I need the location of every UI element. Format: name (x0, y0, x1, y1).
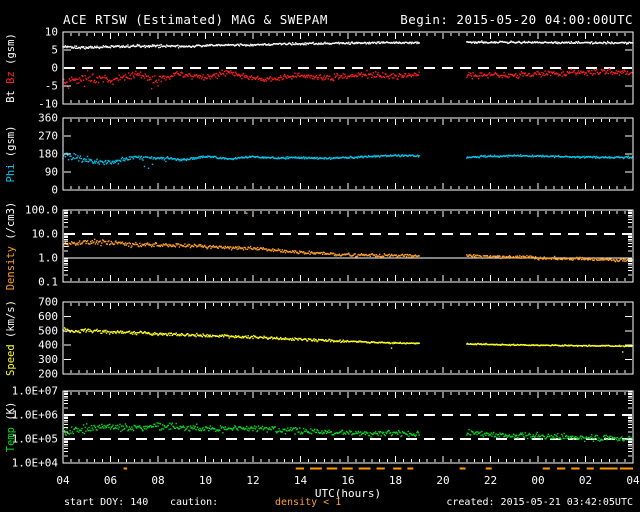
y-ticks: 100.0 10.0 1.0 0.1 (25, 204, 632, 289)
x-tick-label: 00 (531, 474, 544, 487)
x-tick-label: 08 (151, 474, 164, 487)
y-tick-label: 1.0E+04 (12, 457, 59, 470)
y-ticks: 10 5 0 -5 -10 (38, 26, 632, 111)
created-timestamp: created: 2015-05-21 03:42:05UTC (446, 497, 633, 508)
panel-density: 100.0 10.0 1.0 0.1 Density (/cm3) (5, 202, 634, 291)
trace-bt (62, 40, 633, 50)
begin-timestamp: Begin: 2015-05-20 04:00:00UTC (400, 12, 633, 27)
y-axis-title: Density (/cm3) (5, 202, 17, 291)
trace-density (62, 212, 633, 263)
panel-phi: 360 270 180 90 0 Phi (gsm) (5, 112, 634, 197)
y-minor-ticks (64, 210, 632, 276)
trace-temp (62, 422, 633, 443)
y-tick-label: 0 (51, 184, 58, 197)
y-axis-title: Phi (gsm) (5, 126, 17, 183)
y-tick-label: 300 (38, 353, 58, 366)
y-tick-label: 90 (45, 166, 58, 179)
x-tick-label: 06 (104, 474, 117, 487)
y-tick-label: 700 (38, 296, 58, 309)
y-ticks: 1.0E+07 1.0E+06 1.0E+05 1.0E+04 (12, 385, 632, 470)
trace-bz (62, 68, 633, 90)
x-tick-label: 10 (199, 474, 212, 487)
y-axis-title: Temp (K) (5, 402, 17, 453)
panel-frame (62, 301, 634, 375)
panel-temp: 1.0E+07 1.0E+06 1.0E+05 1.0E+04 Temp (K) (5, 385, 634, 470)
trace-phi (62, 152, 633, 169)
y-tick-label: 1.0E+05 (12, 433, 58, 446)
x-axis-title: UTC(hours) (314, 487, 382, 500)
y-tick-label: 500 (38, 324, 58, 337)
y-tick-label: 0.1 (38, 276, 58, 289)
panel-frame (62, 117, 634, 191)
y-axis-title: Speed (km/s) (5, 300, 17, 376)
panel-frame (62, 209, 634, 283)
x-ticks (62, 33, 634, 103)
x-ticks (62, 119, 634, 189)
panel-frame (62, 31, 634, 105)
y-tick-label: 600 (38, 310, 58, 323)
x-ticks (62, 303, 634, 373)
y-tick-label: 200 (38, 368, 58, 381)
x-tick-label: 20 (436, 474, 449, 487)
y-tick-label: 1.0E+06 (12, 409, 58, 422)
trace-speed (62, 327, 633, 353)
x-tick-labels: 04 06 08 10 12 14 16 18 20 22 00 02 04 (56, 474, 640, 487)
y-tick-label: 10.0 (32, 228, 59, 241)
x-tick-label: 12 (246, 474, 259, 487)
panel-frame (62, 390, 634, 464)
y-tick-label: 0 (51, 62, 58, 75)
x-tick-label: 18 (389, 474, 402, 487)
y-tick-label: 1.0 (38, 252, 58, 265)
y-tick-label: 270 (38, 130, 58, 143)
x-tick-label: 04 (626, 474, 640, 487)
x-ticks (62, 392, 634, 462)
plot-title: ACE RTSW (Estimated) MAG & SWEPAM (63, 12, 328, 27)
caution-marks (123, 467, 633, 470)
y-tick-label: 400 (38, 339, 58, 352)
y-axis-title: Bt Bz (gsm) (5, 33, 17, 103)
y-tick-label: -5 (45, 80, 58, 93)
y-tick-label: 180 (38, 148, 58, 161)
y-ticks: 360 270 180 90 0 (38, 112, 632, 197)
x-tick-label: 16 (341, 474, 354, 487)
x-tick-label: 22 (484, 474, 497, 487)
y-tick-label: 1.0E+07 (12, 385, 58, 398)
y-tick-label: 100.0 (25, 204, 58, 217)
caution-label: caution: (170, 497, 219, 508)
y-tick-label: 5 (51, 44, 58, 57)
x-tick-label: 14 (294, 474, 308, 487)
panel-mag-field: 10 5 0 -5 -10 Bt Bz (gsm) (5, 26, 634, 111)
x-tick-label: 04 (56, 474, 70, 487)
y-tick-label: 10 (45, 26, 58, 39)
x-tick-label: 02 (579, 474, 592, 487)
y-tick-label: 360 (38, 112, 58, 125)
start-doy-label: start DOY: 140 (64, 497, 149, 508)
y-minor-ticks (64, 391, 632, 457)
caution-value: density < 1 (275, 497, 342, 508)
y-tick-label: -10 (38, 98, 58, 111)
x-ticks (62, 211, 634, 281)
